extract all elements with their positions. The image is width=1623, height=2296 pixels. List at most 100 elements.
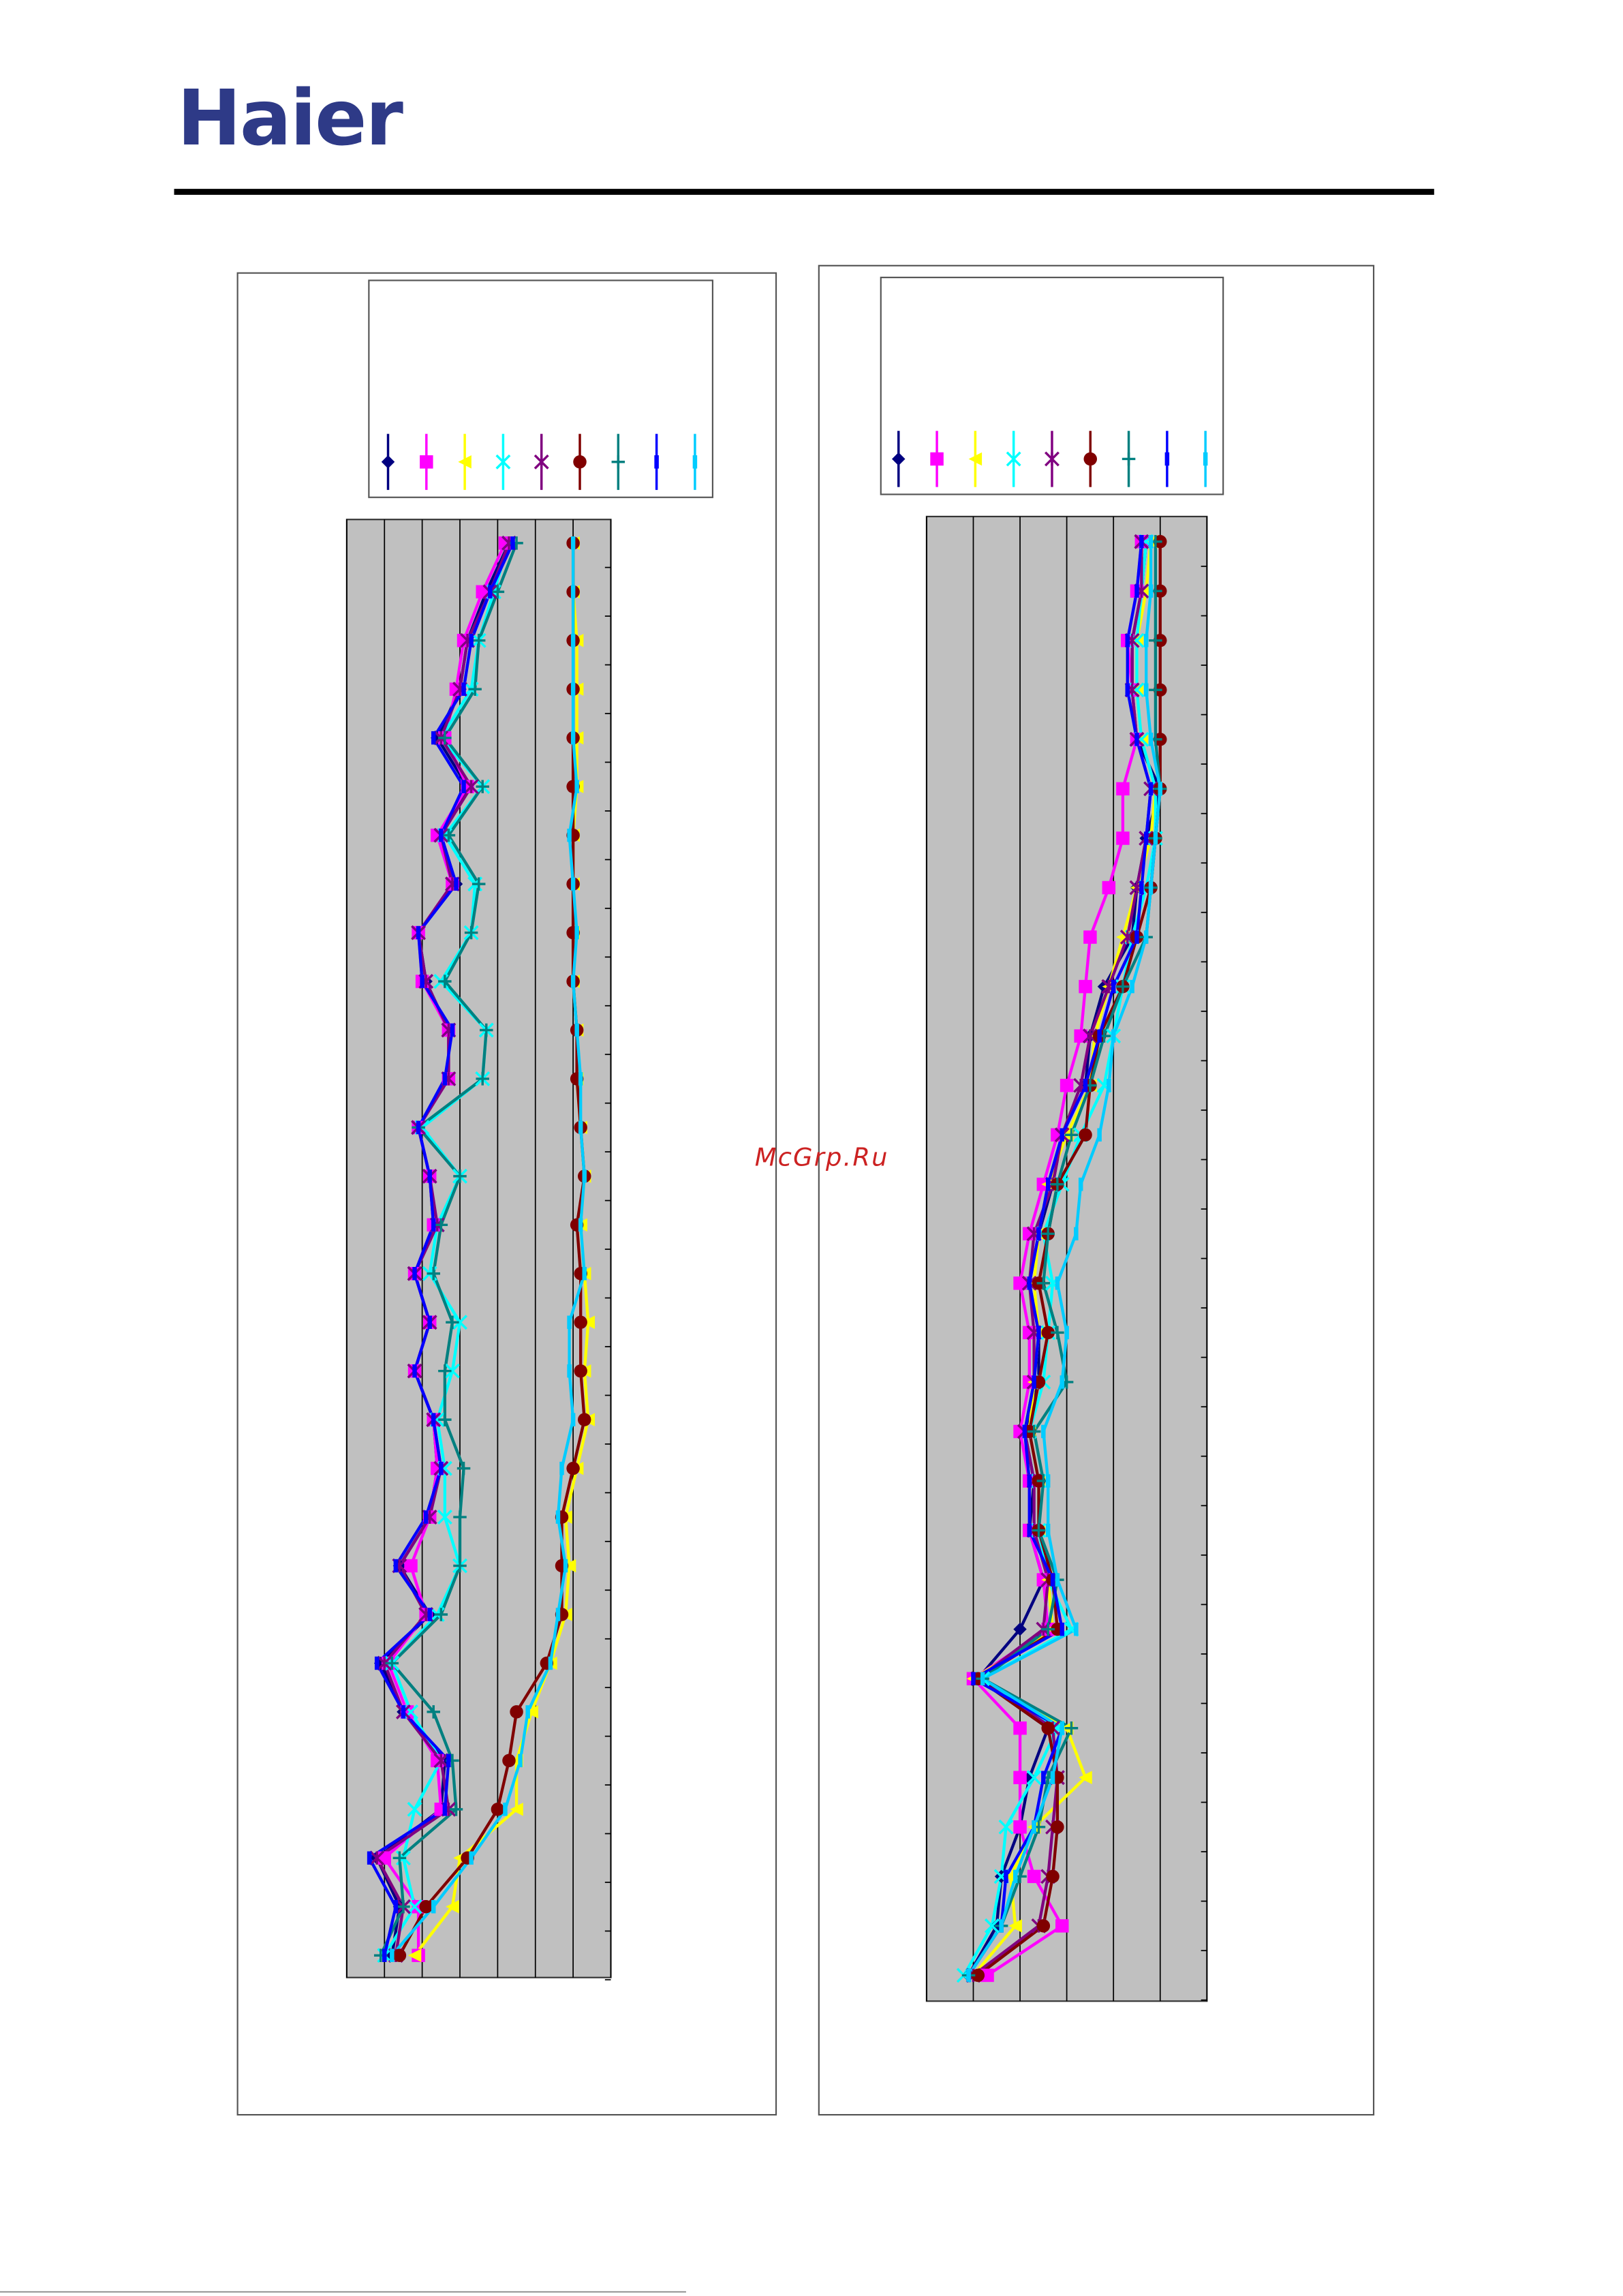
marker: [570, 975, 576, 988]
marker: [374, 1656, 380, 1670]
marker: [1041, 1326, 1055, 1340]
marker: [1013, 1771, 1027, 1785]
marker: [1060, 1078, 1074, 1092]
marker: [1139, 881, 1144, 895]
marker: [407, 1948, 422, 1962]
marker: [390, 1948, 395, 1962]
marker: [427, 1608, 432, 1621]
marker: [392, 1851, 407, 1865]
marker: [1036, 1919, 1051, 1933]
legend-marker: [1203, 452, 1208, 466]
marker: [453, 1510, 467, 1524]
legend-marker: [420, 455, 433, 469]
marker: [1083, 1078, 1088, 1092]
marker: [525, 1705, 538, 1719]
plot-area: [345, 519, 612, 1978]
marker: [431, 1413, 436, 1426]
chart: [892, 431, 1208, 2002]
marker: [480, 1023, 493, 1037]
marker: [442, 1072, 448, 1086]
marker: [369, 1850, 385, 1866]
marker: [423, 1510, 429, 1524]
marker: [1041, 1721, 1055, 1735]
marker: [419, 1900, 433, 1914]
marker: [574, 1364, 587, 1378]
marker: [971, 1672, 976, 1685]
marker: [1064, 1128, 1079, 1142]
marker: [1143, 930, 1149, 944]
legend-marker: [1083, 452, 1098, 466]
marker: [407, 1801, 422, 1817]
marker: [1060, 1721, 1065, 1735]
marker: [1008, 1919, 1022, 1933]
marker: [488, 585, 493, 599]
marker: [1153, 831, 1158, 845]
marker: [476, 585, 489, 599]
marker: [510, 1803, 523, 1816]
legend-marker: [495, 454, 511, 470]
series-line: [398, 542, 586, 1957]
marker: [1064, 1326, 1069, 1340]
marker: [461, 682, 466, 697]
marker: [1116, 979, 1130, 994]
marker: [1143, 683, 1149, 697]
marker: [1046, 1869, 1060, 1884]
marker: [439, 828, 444, 842]
marker: [401, 1705, 406, 1719]
marker: [442, 828, 456, 842]
marker: [412, 1267, 417, 1281]
marker: [382, 1948, 387, 1962]
marker: [1148, 782, 1154, 796]
marker: [1111, 979, 1116, 994]
marker: [578, 1120, 583, 1135]
marker: [1055, 1573, 1060, 1587]
marker: [563, 1559, 568, 1573]
marker: [966, 1968, 971, 1983]
series-line: [379, 542, 519, 1957]
marker: [438, 975, 452, 988]
marker: [1116, 782, 1130, 796]
marker: [453, 1169, 467, 1183]
marker: [1032, 1820, 1036, 1834]
marker: [491, 585, 505, 599]
marker: [980, 1968, 994, 1983]
legend-marker: [654, 455, 659, 469]
logo: Haier: [177, 73, 404, 163]
marker: [1111, 1029, 1116, 1043]
marker: [464, 925, 478, 940]
marker: [1079, 1128, 1092, 1142]
marker: [392, 1948, 407, 1962]
marker: [1013, 1869, 1018, 1884]
marker: [1143, 634, 1149, 647]
marker: [1045, 1178, 1051, 1191]
marker: [1083, 930, 1097, 944]
legend-marker: [1006, 451, 1021, 467]
marker: [1055, 1919, 1069, 1933]
marker: [555, 1510, 561, 1524]
marker: [1013, 1721, 1027, 1735]
marker: [1143, 831, 1149, 845]
marker: [1125, 683, 1130, 697]
marker: [525, 1705, 530, 1719]
marker: [438, 1413, 452, 1426]
marker: [1023, 1227, 1036, 1241]
marker: [1045, 1474, 1051, 1488]
marker: [454, 877, 459, 891]
marker: [427, 1705, 440, 1719]
marker: [1041, 1771, 1046, 1785]
marker: [452, 1315, 467, 1330]
marker: [562, 1559, 576, 1573]
marker: [581, 1315, 596, 1329]
marker: [1134, 733, 1139, 746]
marker: [574, 1023, 579, 1037]
marker: [1074, 1029, 1087, 1043]
series-line: [367, 542, 514, 1956]
marker: [468, 682, 482, 697]
marker: [1134, 584, 1139, 598]
marker: [377, 1851, 392, 1865]
legend-marker: [930, 452, 944, 466]
marker: [1148, 733, 1154, 746]
marker: [476, 780, 489, 793]
marker: [1036, 1227, 1041, 1241]
